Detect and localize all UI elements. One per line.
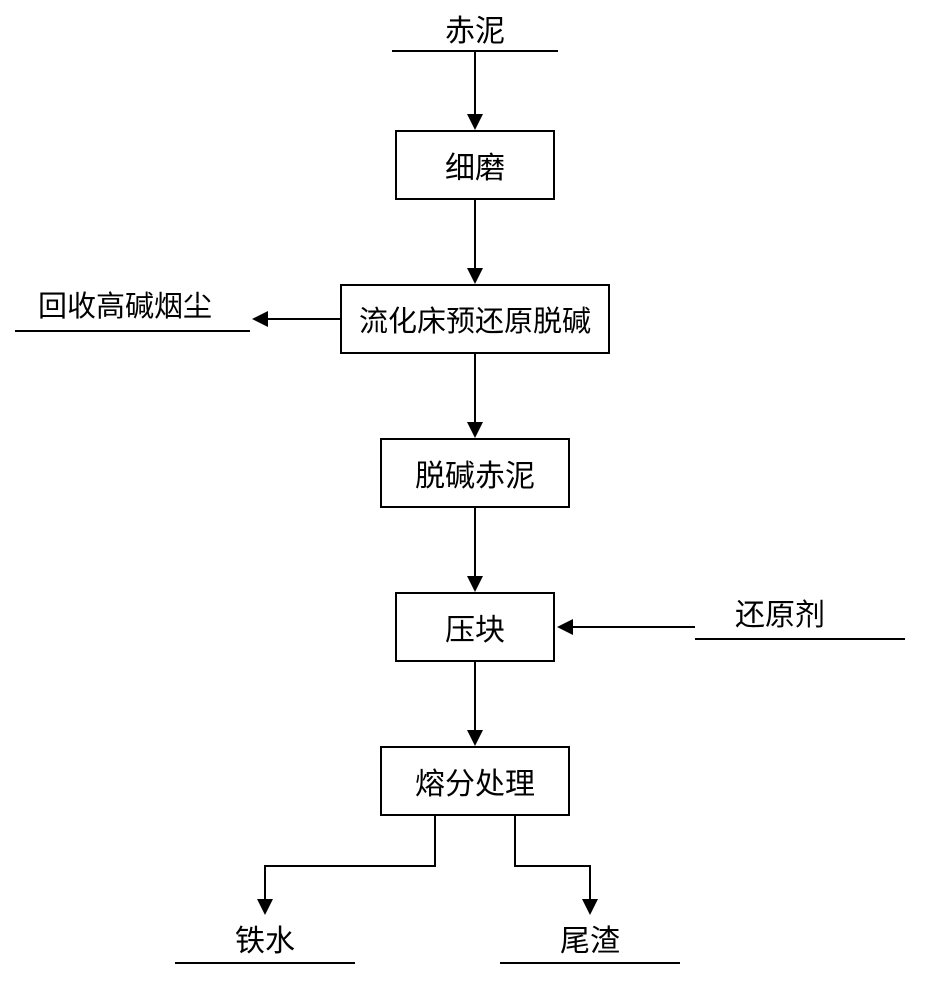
node-step2: 流化床预还原脱碱	[340, 284, 610, 354]
arrow-head-8	[582, 899, 598, 915]
underline-side_left	[15, 330, 250, 332]
underline-side_right	[695, 638, 905, 640]
arrow-head-5	[557, 619, 573, 635]
arrow-head-4	[467, 576, 483, 592]
node-side_left: 回收高碱烟尘	[20, 284, 230, 324]
underline-input_top	[392, 50, 558, 52]
arrow-head-7	[257, 899, 273, 915]
node-step5: 熔分处理	[380, 746, 570, 816]
node-side_right: 还原剂	[715, 592, 845, 632]
node-output_left: 铁水	[215, 918, 315, 958]
node-step1: 细磨	[395, 130, 555, 200]
arrow-head-3	[467, 422, 483, 438]
underline-output_right	[500, 962, 680, 964]
arrow-head-1	[467, 268, 483, 284]
arrow-head-2	[252, 311, 268, 327]
node-step3: 脱碱赤泥	[380, 438, 570, 508]
underline-output_left	[175, 962, 355, 964]
arrow-head-6	[467, 730, 483, 746]
node-input_top: 赤泥	[400, 8, 550, 48]
arrow-head-0	[467, 114, 483, 130]
arrow-line-7	[265, 816, 435, 907]
arrow-line-8	[515, 816, 590, 907]
node-output_right: 尾渣	[540, 918, 640, 958]
node-step4: 压块	[395, 592, 555, 662]
